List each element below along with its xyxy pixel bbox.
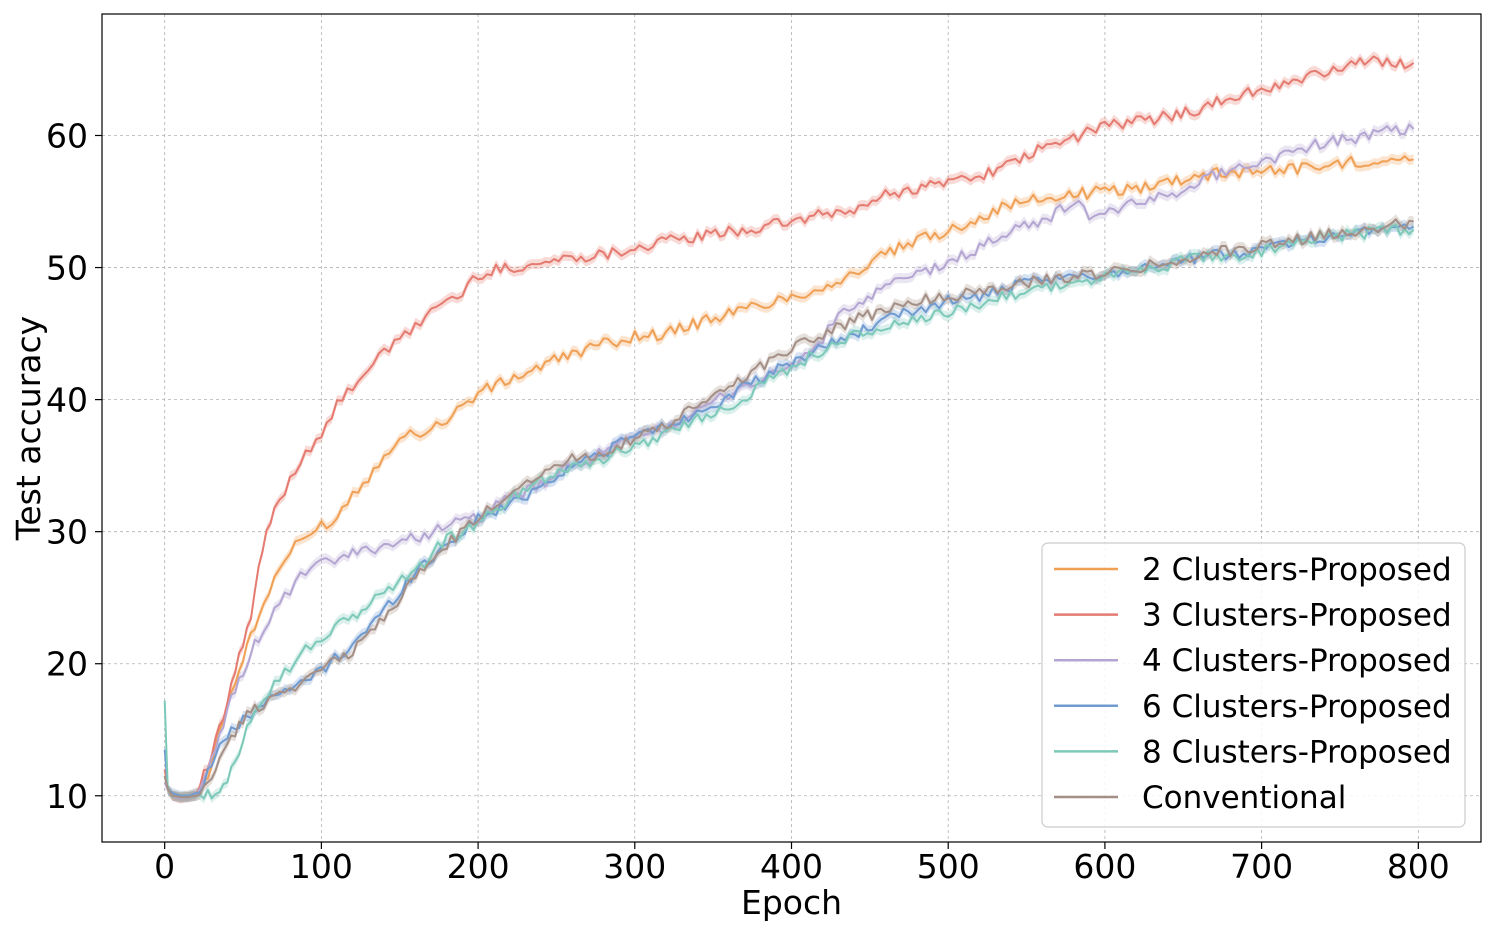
legend-entry: Conventional xyxy=(1142,780,1346,816)
legend-box xyxy=(1041,542,1466,828)
series-line xyxy=(163,218,1414,799)
series-line xyxy=(163,223,1415,800)
x-tick-label: 0 xyxy=(154,847,175,886)
axis-ticks: 0 100 200 300 400 500 600 700 800 10 20 30 40 50 60 xyxy=(46,116,1450,886)
legend: 2 Clusters-Proposed 3 Clusters-Proposed 4 … xyxy=(1041,542,1466,828)
x-tick-label: 500 xyxy=(917,847,980,886)
series-line xyxy=(163,155,1414,799)
legend-entry: 8 Clusters-Proposed xyxy=(1142,734,1452,770)
legend-entry: 6 Clusters-Proposed xyxy=(1142,689,1452,725)
series-line xyxy=(163,55,1415,800)
y-tick-label: 40 xyxy=(46,381,88,420)
y-tick-label: 60 xyxy=(46,116,88,155)
grid xyxy=(102,14,1481,842)
x-axis-label: Epoch xyxy=(741,883,842,922)
x-tick-label: 300 xyxy=(603,847,666,886)
series-line xyxy=(163,123,1415,800)
x-tick-label: 200 xyxy=(447,847,510,886)
y-tick-label: 30 xyxy=(46,513,88,552)
legend-entry: 3 Clusters-Proposed xyxy=(1142,598,1452,634)
legend-entry: 4 Clusters-Proposed xyxy=(1142,643,1452,679)
legend-entry: 2 Clusters-Proposed xyxy=(1142,552,1452,588)
x-tick-label: 100 xyxy=(290,847,353,886)
y-axis-label: Test accuracy xyxy=(9,316,48,541)
x-tick-label: 700 xyxy=(1230,847,1293,886)
x-tick-label: 800 xyxy=(1387,847,1450,886)
y-tick-label: 20 xyxy=(46,645,88,684)
y-tick-label: 50 xyxy=(46,249,88,288)
x-tick-label: 600 xyxy=(1073,847,1136,886)
y-tick-label: 10 xyxy=(46,777,88,816)
x-tick-label: 400 xyxy=(760,847,823,886)
series-lines xyxy=(163,55,1415,800)
